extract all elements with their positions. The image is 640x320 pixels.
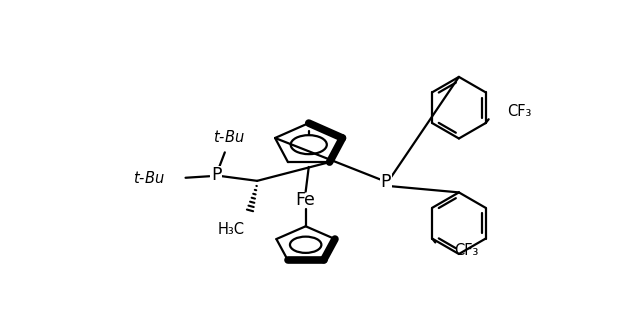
Text: $t$-Bu: $t$-Bu [213, 129, 244, 145]
Text: Fe: Fe [296, 191, 316, 209]
Text: CF₃: CF₃ [454, 243, 478, 258]
Text: CF₃: CF₃ [507, 104, 531, 119]
Text: P: P [381, 172, 391, 191]
Text: H₃C: H₃C [218, 222, 244, 237]
Text: $t$-Bu: $t$-Bu [133, 170, 164, 186]
Text: P: P [211, 166, 221, 184]
